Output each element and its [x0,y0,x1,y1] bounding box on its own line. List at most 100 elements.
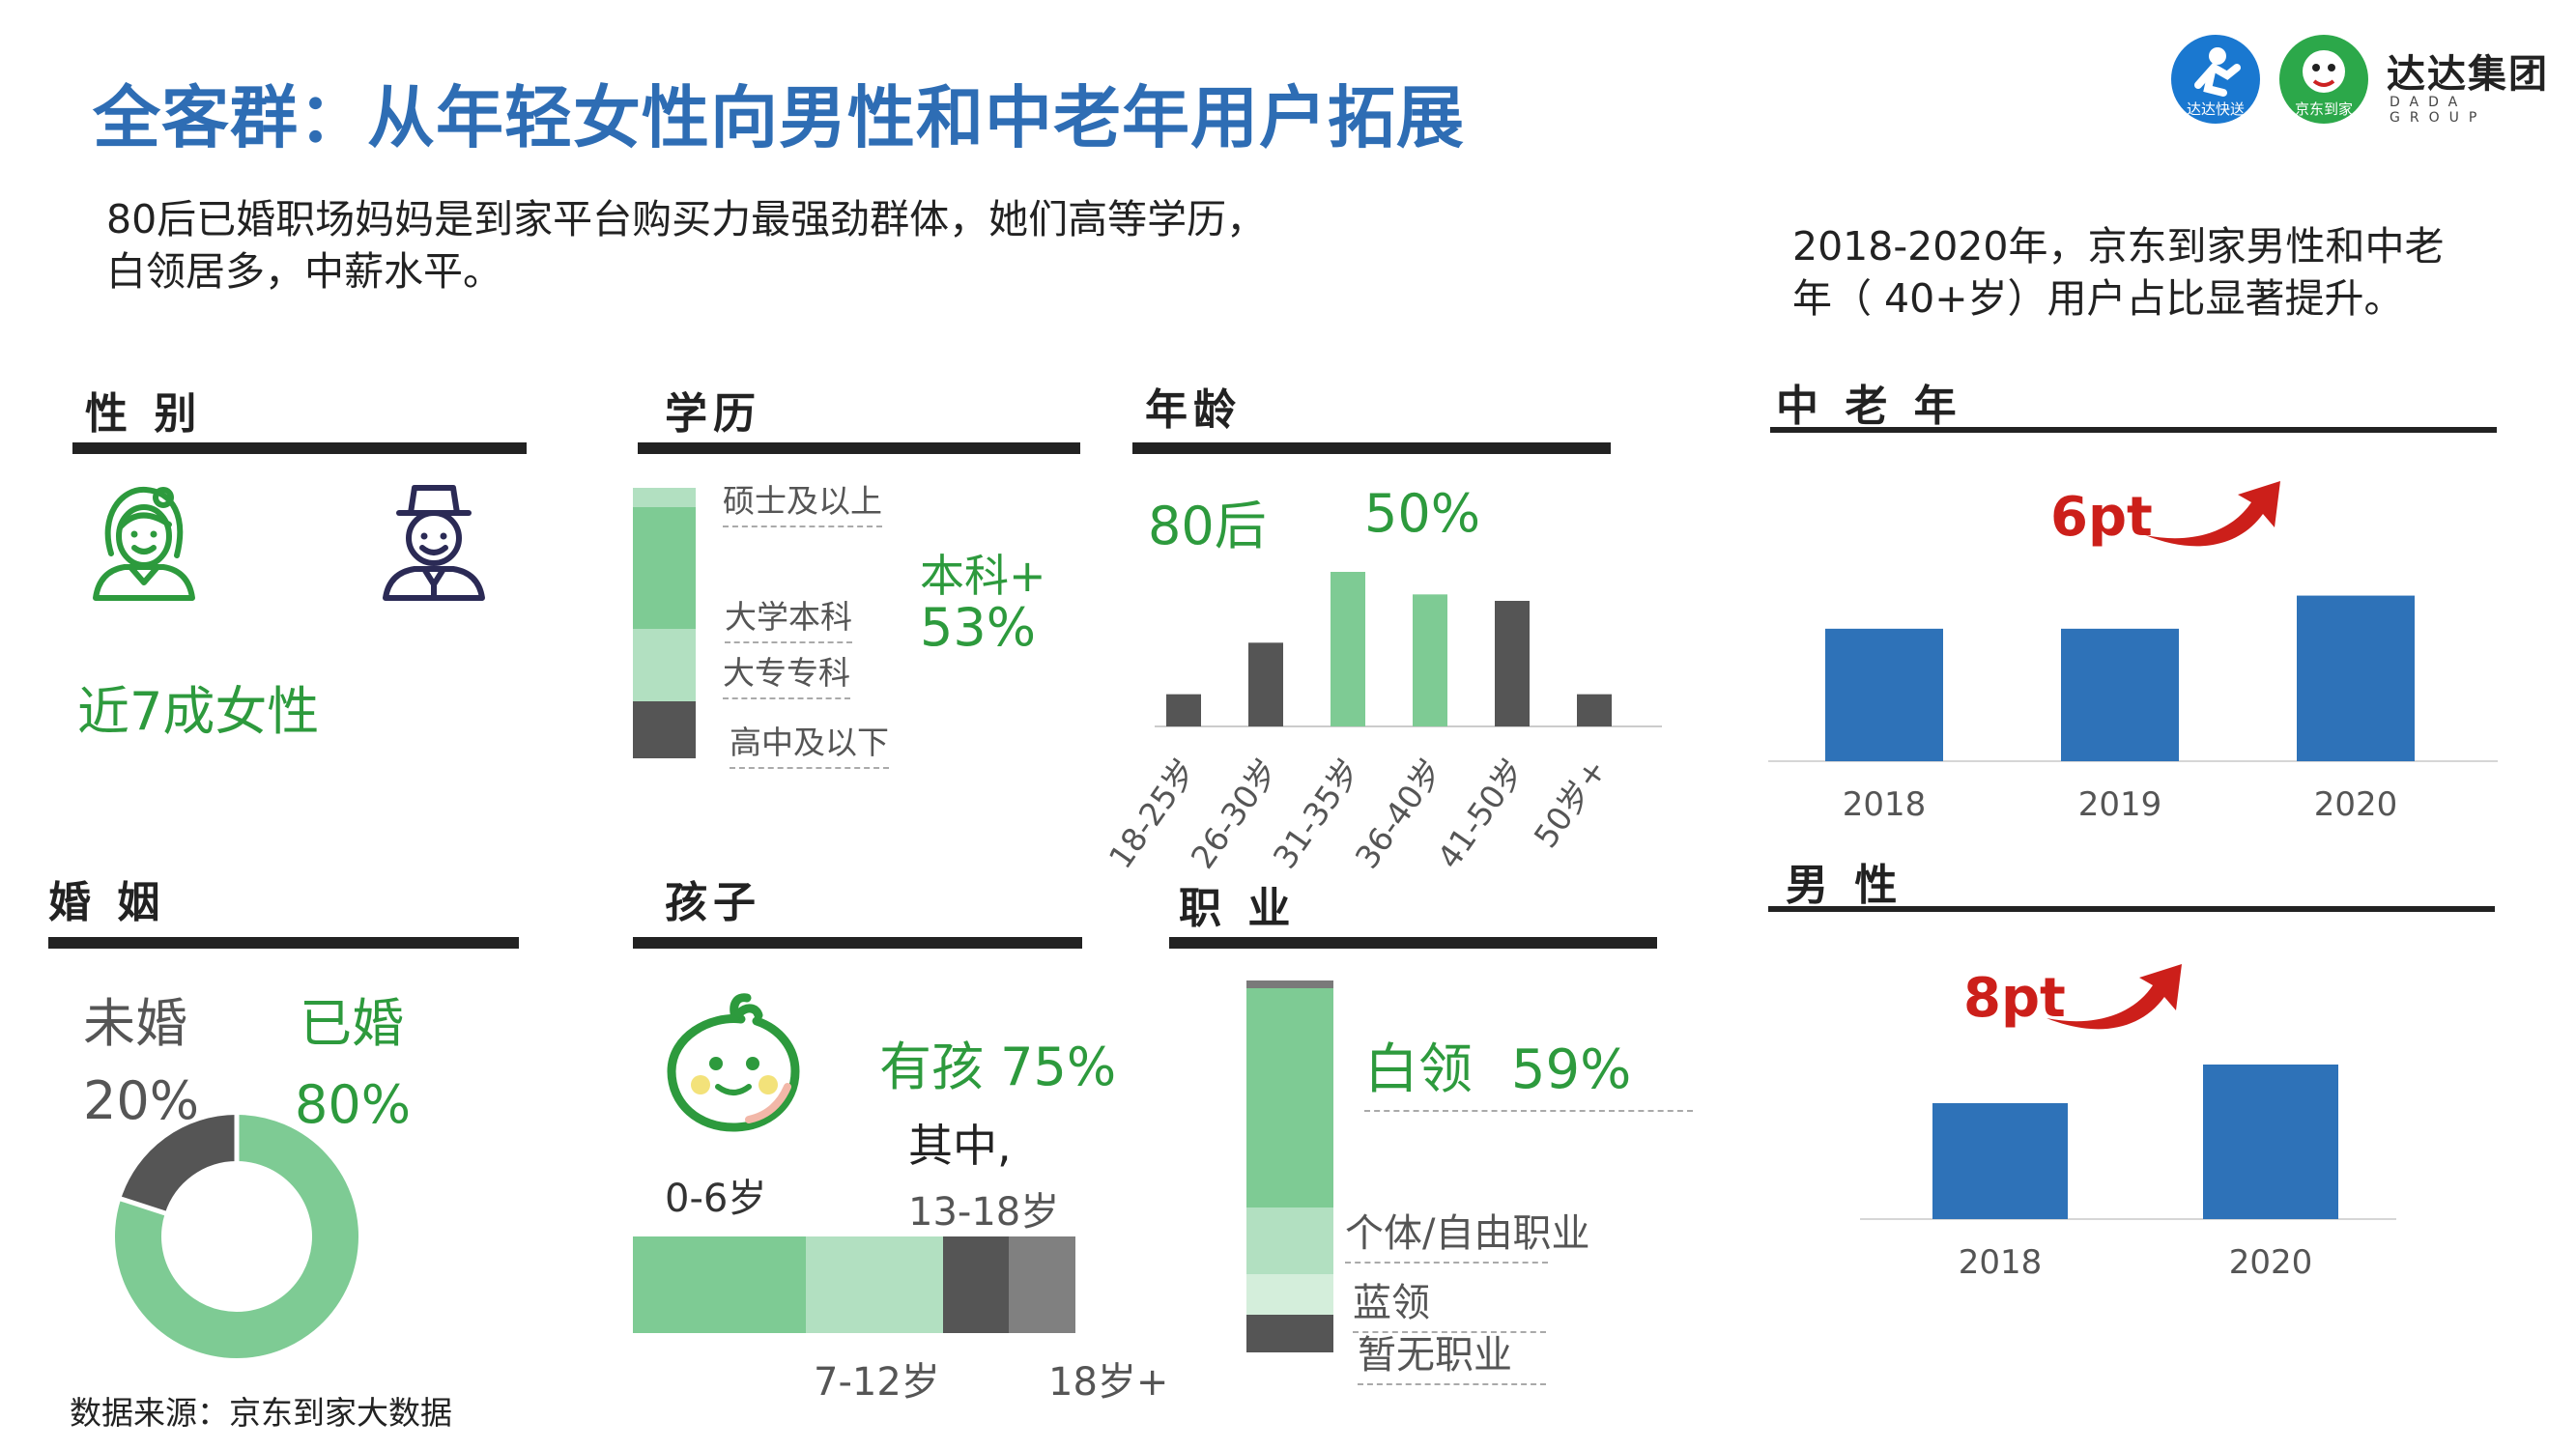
male-chart: 2018 2020 8pt [1860,964,2396,1282]
age-tick-label-5: 50岁+ [1527,752,1615,854]
elderly-bar-2019 [2061,628,2179,761]
group-name: 达达集团 [2387,52,2549,97]
intro-right: 2018-2020年，京东到家男性和中老 年（ 40+岁）用户占比显著提升。 [1792,220,2444,325]
children-stack-bar [633,1236,1075,1333]
children-among: 其中, [908,1120,1012,1172]
male-bar-2020 [2203,1065,2338,1219]
marriage-unmarried-value: 20% [83,1070,200,1131]
education-rule [638,442,1080,454]
children-stack-segment-1 [805,1236,943,1333]
occupation-label-unemployed: 暂无职业 [1358,1323,1546,1385]
jd-daojia-name: 京东到家 [2295,100,2353,118]
age-bar-1 [1248,642,1283,726]
elderly-bar-2018 [1825,628,1943,761]
female-user-icon [93,486,195,601]
elderly-tick-label-2019: 2019 [2078,785,2162,824]
male-tick-label-2020: 2020 [2229,1243,2313,1282]
marriage-unmarried-label: 未婚 [83,993,187,1054]
children-stack-segment-3 [1009,1236,1075,1333]
occupation-stack-bar [1246,980,1333,1352]
intro-left: 80后已婚职场妈妈是到家平台购买力最强劲群体，她们高等学历， 白领居多，中薪水平… [106,193,1266,298]
education-label-bachelor: 大学本科 [725,591,852,643]
elderly-increase-arrow-icon [2145,481,2280,547]
gender-section-label: 性 别 [85,389,203,439]
children-rule [633,937,1082,949]
age-bar-2 [1331,572,1365,726]
male-rule [1768,906,2495,912]
page-title: 全客群：从年轻女性向男性和中老年用户拓展 [93,78,1465,157]
logo-group: 达达快送 京东到家 达达集团 DADA GROUP [2169,33,2556,129]
male-increase-label: 8pt [1963,967,2066,1030]
edu-stack-segment-2 [633,628,696,702]
marriage-slice-separator-1 [118,1196,168,1216]
children-label-7-12: 7-12岁 [814,1360,940,1405]
education-highlight-value: 53% [920,597,1037,658]
age-bar-3 [1413,594,1447,726]
occupation-white-collar-label: 白领 [1364,1038,1473,1101]
marriage-slice-0 [121,1115,238,1214]
occ-stack-segment-3 [1246,1274,1333,1316]
marriage-section-label: 婚 姻 [48,878,166,927]
marriage-slice-1 [115,1115,358,1358]
occ-stack-segment-1 [1246,987,1333,1208]
age-bar-0 [1166,694,1201,726]
age-rule [1132,442,1611,454]
marriage-married-value: 80% [295,1074,412,1135]
gender-rule [72,442,527,454]
male-user-icon [383,485,485,601]
elderly-tick-label-2020: 2020 [2314,785,2398,824]
data-source: 数据来源：京东到家大数据 [70,1394,452,1432]
occ-stack-segment-0 [1246,980,1333,988]
elderly-tick-label-2018: 2018 [1843,785,1927,824]
male-section-label: 男 性 [1786,861,1903,910]
children-label-0-6: 0-6岁 [665,1177,767,1221]
children-stack-segment-2 [942,1236,1010,1333]
children-has-children: 有孩 75% [879,1037,1117,1097]
elderly-rule [1770,427,2497,433]
elderly-section-label: 中 老 年 [1776,382,1962,431]
group-name-en: DADA GROUP [2390,95,2487,126]
baby-face-icon [667,993,800,1132]
elderly-increase-label: 6pt [2050,486,2153,549]
children-label-13-18: 13-18岁 [908,1190,1060,1235]
education-highlight-label: 本科+ [920,550,1046,602]
education-label-highschool: 高中及以下 [730,717,889,769]
education-label-college: 大专专科 [723,647,850,699]
marriage-donut-chart [115,1113,358,1358]
intro-left-line-1: 80后已婚职场妈妈是到家平台购买力最强劲群体，她们高等学历， [106,196,1267,242]
occupation-white-collar-row: 白领 59% [1364,1026,1693,1112]
education-label-master: 硕士及以上 [723,475,882,527]
occ-stack-segment-4 [1246,1315,1333,1352]
male-increase-arrow-icon [2046,964,2182,1030]
occupation-label-blue-collar: 蓝领 [1353,1271,1546,1333]
education-section-label: 学历 [665,389,761,439]
dada-express-name: 达达快送 [2187,100,2245,118]
dada-express-logo-icon: 达达快送 [2171,35,2260,124]
occupation-white-collar-value: 59% [1510,1038,1632,1101]
children-label-18plus: 18岁+ [1048,1360,1169,1405]
education-stack-bar [633,488,696,758]
age-annotation-50pct: 50% [1364,483,1481,544]
occupation-label-self-employed: 个体/自由职业 [1345,1202,1589,1264]
children-section-label: 孩子 [665,878,761,927]
male-bar-2018 [1932,1103,2068,1219]
occ-stack-segment-2 [1246,1207,1333,1275]
elderly-bar-2020 [2297,595,2415,761]
jd-daojia-logo-icon: 京东到家 [2279,35,2368,124]
edu-stack-segment-1 [633,506,696,629]
edu-stack-segment-3 [633,701,696,758]
occupation-section-label: 职 业 [1179,884,1297,933]
age-annotation-80s: 80后 [1148,496,1267,556]
age-section-label: 年龄 [1145,385,1242,435]
marriage-married-label: 已婚 [300,993,404,1054]
intro-right-line-1: 2018-2020年，京东到家男性和中老 [1792,223,2445,270]
children-stack-segment-0 [633,1236,806,1333]
intro-right-line-2: 年（ 40+岁）用户占比显著提升。 [1792,275,2404,322]
edu-stack-segment-0 [633,488,696,507]
age-bar-4 [1495,601,1530,726]
gender-summary: 近7成女性 [77,681,320,742]
elderly-chart: 2018 2019 2020 6pt [1768,481,2498,824]
male-tick-label-2018: 2018 [1959,1243,2043,1282]
occupation-rule [1169,937,1657,949]
